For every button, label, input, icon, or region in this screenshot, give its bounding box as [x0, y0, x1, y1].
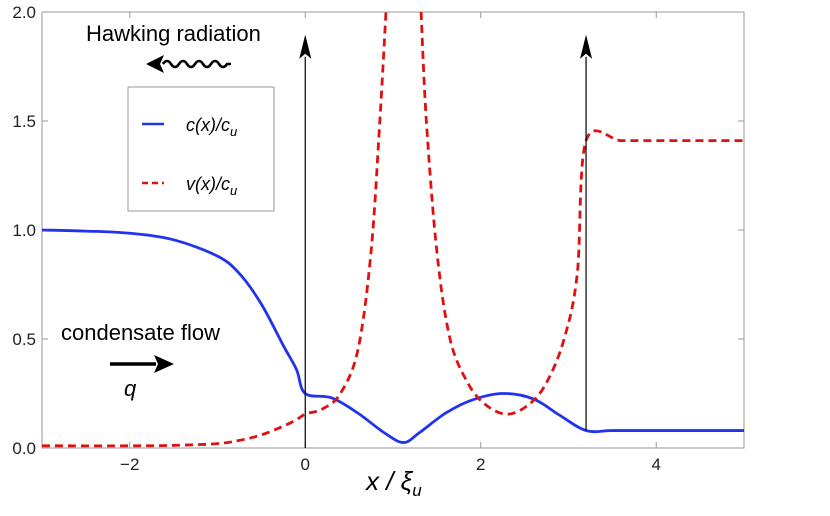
y-tick-label: 0.5	[12, 330, 36, 349]
legend-label-c: c(x)/cu	[186, 115, 237, 139]
condensate-flow-label: condensate flow	[61, 320, 220, 345]
y-tick-label: 1.5	[12, 112, 36, 131]
mode-arrows	[299, 34, 593, 448]
plot-frame	[41, 11, 745, 449]
x-tick-label: 4	[652, 455, 661, 474]
hawking-arrow-head-icon	[146, 55, 164, 73]
legend-label-v: v(x)/cu	[186, 174, 237, 198]
legend: c(x)/cu v(x)/cu	[127, 86, 275, 212]
series-v-line-0	[42, 12, 388, 448]
legend-box	[127, 86, 275, 212]
hawking-radiation-label: Hawking radiation	[86, 21, 261, 46]
condensate-arrow-head-icon	[154, 355, 174, 373]
x-tick-label: 0	[301, 455, 310, 474]
y-tick-label: 2.0	[12, 3, 36, 22]
x-axis-title: x / ξu	[364, 466, 422, 500]
y-tick-label: 0.0	[12, 439, 36, 458]
curves	[42, 12, 744, 448]
q-label: q	[124, 376, 137, 401]
hawking-wave-arrow	[146, 55, 231, 73]
series-v-line-1	[419, 12, 744, 416]
mode-arrow-right-head-icon	[580, 34, 593, 59]
y-tick-label: 1.0	[12, 221, 36, 240]
series-c-line	[42, 228, 744, 444]
mode-arrow-left-head-icon	[299, 34, 312, 59]
axis-ticks: −2 0 2 4 0.0 0.5 1.0 1.5 2.0	[12, 3, 744, 474]
x-tick-label: 2	[476, 455, 485, 474]
condensate-arrow	[110, 355, 174, 373]
x-tick-label: −2	[120, 455, 139, 474]
